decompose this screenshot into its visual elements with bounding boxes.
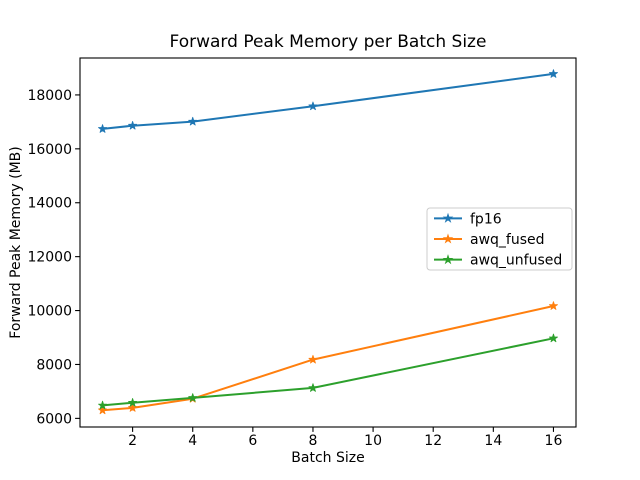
x-tick-label: 14 [484,433,502,449]
series-marker-awq_fused [128,403,138,412]
series-marker-fp16 [188,116,198,126]
series-line-fp16 [102,72,554,130]
legend-marker-awq_fused [442,233,454,244]
series-marker-fp16 [548,69,558,78]
y-tick-label: 12000 [27,250,72,266]
series-marker-fp16 [308,101,318,111]
y-tick-label: 14000 [27,196,72,212]
series-marker-awq_unfused [548,333,558,343]
legend-label-awq_unfused: awq_unfused [470,253,562,269]
legend-label-awq_fused: awq_fused [470,232,545,248]
legend-marker-awq_unfused [442,254,454,265]
y-tick-label: 8000 [36,357,72,373]
x-tick-label: 10 [364,433,382,449]
chart-title: Forward Peak Memory per Batch Size [170,32,487,52]
series-marker-fp16 [98,124,108,133]
x-tick-label: 2 [128,433,137,449]
series-marker-awq_fused [548,301,558,310]
y-tick-label: 10000 [27,304,72,320]
y-tick-label: 18000 [27,88,72,104]
series-marker-awq_unfused [188,393,198,402]
series-marker-fp16 [128,120,138,130]
y-axis-label: Forward Peak Memory (MB) [8,146,24,338]
y-tick-label: 16000 [27,142,72,158]
x-tick-label: 16 [545,433,563,449]
series-marker-awq_unfused [308,383,318,392]
legend-box [426,207,573,271]
series-line-awq_fused [102,305,554,412]
legend-label-fp16: fp16 [470,211,502,227]
series-line-awq_unfused [102,337,554,407]
y-tick-label: 6000 [36,411,72,427]
series-marker-awq_fused [308,354,318,364]
x-tick-label: 4 [188,433,197,449]
plot-border [79,57,577,428]
series-marker-awq_fused [98,405,108,415]
series-marker-awq_unfused [128,398,138,407]
plot-dynamic-group: 2 4 6 8 10 12 14 16 6000 8000 10000 12000 14000 16000… [27,57,577,449]
series-marker-awq_unfused [98,400,108,410]
x-axis-label: Batch Size [291,450,364,466]
x-tick-label: 6 [248,433,257,449]
x-tick-label: 8 [309,433,318,449]
x-tick-label: 12 [424,433,442,449]
legend-marker-fp16 [442,212,454,223]
